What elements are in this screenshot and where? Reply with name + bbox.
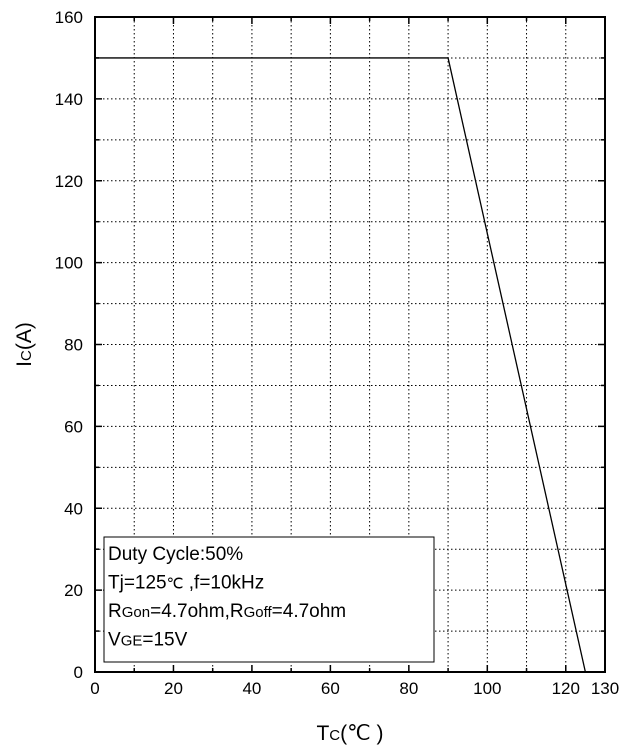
x-tick-label: 100	[473, 679, 501, 698]
x-tick-label: 60	[321, 679, 340, 698]
x-axis-title-unit: (℃ )	[340, 722, 383, 745]
annotation-segment: V	[108, 630, 121, 651]
annotation-segment: Gon	[122, 604, 150, 621]
annotation-segment: Goff	[244, 604, 273, 621]
x-tick-label: 130	[591, 679, 619, 698]
y-axis-title-unit: (A)	[13, 322, 36, 350]
y-tick-label: 20	[64, 581, 83, 600]
y-axis-title: IC(A)	[13, 322, 36, 367]
annotation-box: Duty Cycle:50%Tj=125℃ ,f=10kHzRGon=4.7oh…	[103, 536, 435, 663]
y-axis-title-sub: C	[18, 350, 35, 361]
series	[95, 57, 587, 673]
y-tick-label: 40	[64, 499, 83, 518]
annotation-segment: ,f=10kHz	[183, 573, 264, 594]
annotation-segment: =4.7ohm	[272, 601, 346, 622]
annotation-segment: GE	[121, 633, 143, 650]
x-tick-label: 40	[242, 679, 261, 698]
y-tick-label: 140	[55, 90, 83, 109]
annotation-line: Duty Cycle:50%	[108, 544, 243, 565]
annotation-line: VGE=15V	[108, 630, 188, 651]
annotation-segment: =4.7ohm,R	[150, 601, 243, 622]
x-tick-label: 80	[399, 679, 418, 698]
x-axis-title-main: T	[316, 722, 329, 745]
annotation-segment: =15V	[142, 630, 187, 651]
x-tick-label: 120	[552, 679, 580, 698]
y-axis-title-main: I	[13, 361, 36, 367]
x-tick-label: 0	[90, 679, 99, 698]
y-tick-label: 120	[55, 172, 83, 191]
y-tick-label: 60	[64, 417, 83, 436]
x-tick-label: 20	[164, 679, 183, 698]
y-tick-label: 100	[55, 254, 83, 273]
axis-ticks	[94, 16, 606, 673]
annotation-segment: R	[108, 601, 122, 622]
y-tick-label: 160	[55, 8, 83, 27]
annotation-segment: Tj=125	[108, 573, 167, 594]
y-tick-label: 0	[74, 663, 83, 682]
annotation-segment: Duty Cycle:50%	[108, 544, 243, 565]
annotation-segment: ℃	[167, 576, 184, 593]
axis-tick-labels: 0 20 40 60 80 100 120 130 0 20 40 60 80 100 120 140 160	[55, 8, 620, 698]
annotation-line: Tj=125℃ ,f=10kHz	[108, 573, 264, 594]
series-line	[95, 57, 587, 673]
x-axis-title: TC(℃ )	[316, 722, 383, 745]
x-axis-title-sub: C	[329, 727, 340, 744]
y-tick-label: 80	[64, 336, 83, 355]
annotation-line: RGon=4.7ohm,RGoff=4.7ohm	[108, 601, 346, 622]
annotation-box-frame	[103, 536, 435, 663]
